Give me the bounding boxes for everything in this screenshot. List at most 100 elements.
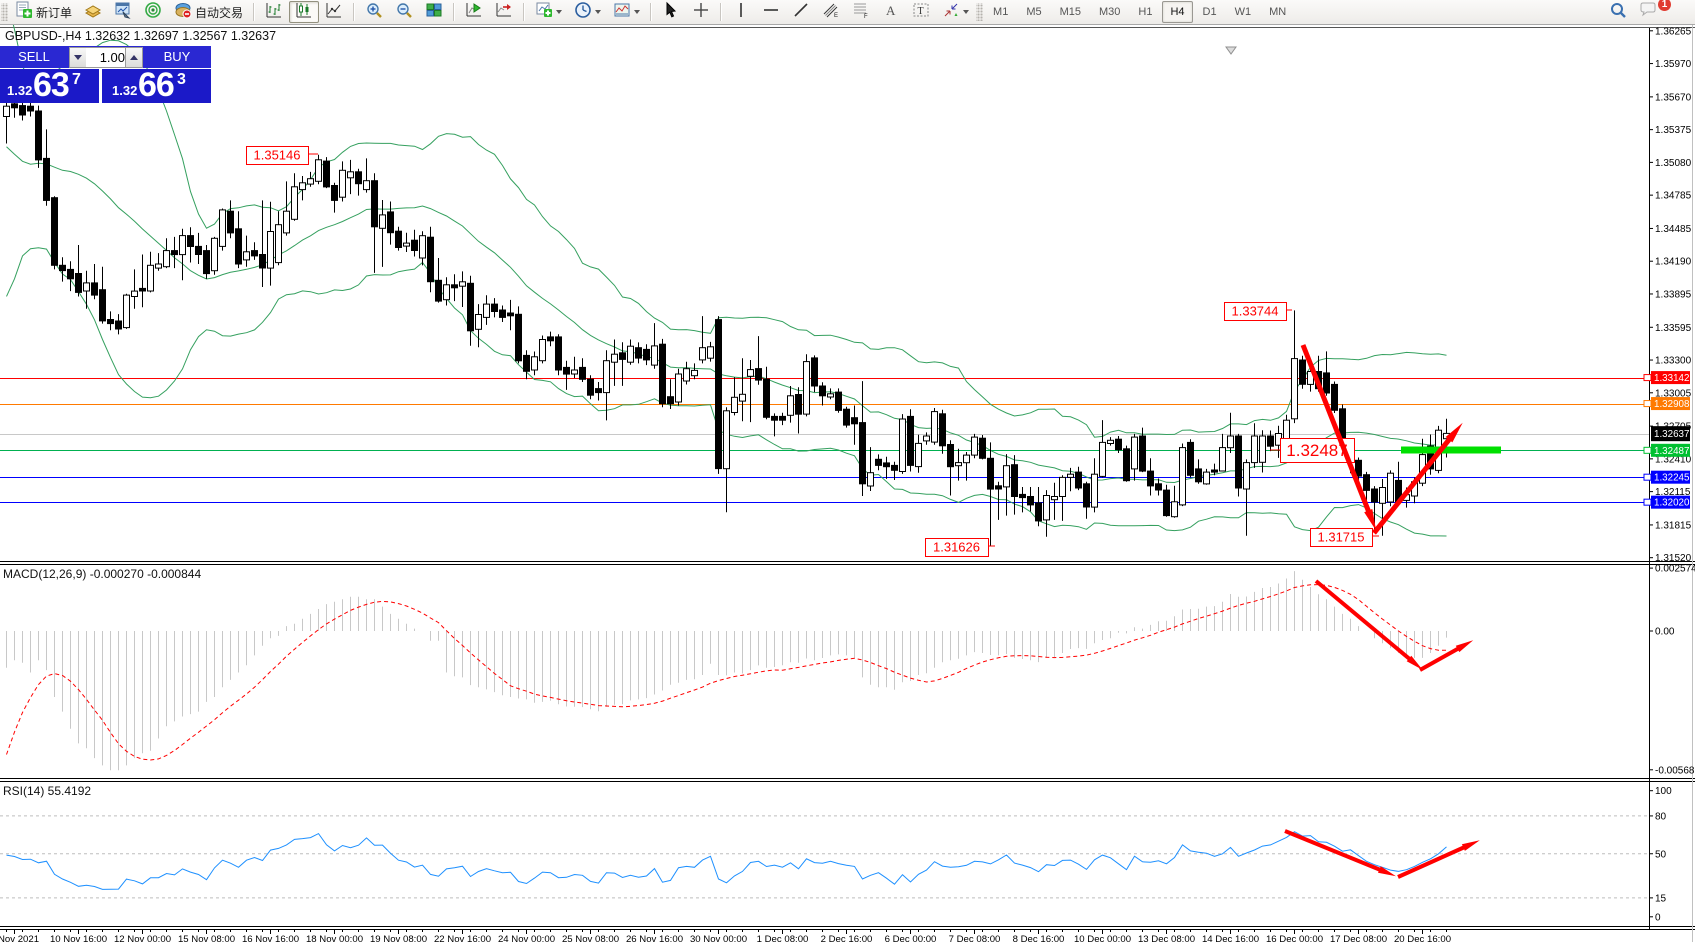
- sell-button[interactable]: SELL: [18, 49, 50, 64]
- timeframe-m30-button[interactable]: M30: [1099, 6, 1121, 18]
- auto-scroll-button[interactable]: [459, 1, 489, 23]
- chevron-down-icon[interactable]: [963, 10, 970, 14]
- candle: [1203, 468, 1210, 485]
- candle: [283, 181, 290, 236]
- arrows-tool-button[interactable]: [936, 1, 975, 23]
- macd-panel[interactable]: [6, 571, 1447, 771]
- candle: [1123, 445, 1130, 482]
- candle: [611, 339, 618, 386]
- templates-button[interactable]: [607, 1, 646, 23]
- price-label-1.31715[interactable]: 1.31715: [1310, 528, 1380, 547]
- price-label-1.33744[interactable]: 1.33744: [1224, 302, 1293, 321]
- toolbar-grip[interactable]: [1, 3, 8, 21]
- navigator-button[interactable]: [138, 1, 168, 23]
- trend-arrow-rsi[interactable]: [1284, 829, 1396, 877]
- market-watch-button[interactable]: [78, 1, 108, 23]
- candle: [91, 264, 98, 300]
- chart-shift-marker[interactable]: [1225, 46, 1237, 55]
- notification-badge: 1: [1658, 0, 1671, 11]
- candle: [1299, 355, 1306, 389]
- tile-windows-button[interactable]: [419, 1, 449, 23]
- x-axis-label: 22 Nov 16:00: [434, 934, 491, 942]
- trend-arrow-price[interactable]: [1300, 344, 1377, 531]
- y-axis-label: 1.35670: [1655, 92, 1692, 103]
- x-axis-label: 24 Nov 00:00: [498, 934, 555, 942]
- crosshair-button[interactable]: [686, 1, 716, 23]
- candle: [107, 311, 114, 331]
- timeframe-mn-button[interactable]: MN: [1269, 6, 1287, 18]
- data-window-button[interactable]: [108, 1, 138, 23]
- buy-price-display[interactable]: 1.32 66 3: [102, 66, 211, 104]
- price-label-1.31626[interactable]: 1.31626: [925, 538, 996, 557]
- candle: [755, 336, 762, 385]
- candle: [75, 245, 82, 297]
- text-button[interactable]: A: [876, 1, 906, 23]
- periods-button[interactable]: [568, 1, 607, 23]
- bollinger-upper-band[interactable]: [6, 0, 1447, 438]
- sell-price-display[interactable]: 1.32 63 7: [0, 66, 99, 104]
- trend-arrow-macd[interactable]: [1419, 640, 1474, 672]
- y-axis-label: 1.34190: [1655, 257, 1692, 268]
- price-label-text: 1.31715: [1318, 530, 1365, 545]
- fibonacci-button[interactable]: F: [846, 1, 876, 23]
- text-label-button[interactable]: T: [906, 1, 936, 23]
- toolbar-grip-timeframes[interactable]: [976, 3, 984, 21]
- volume-input[interactable]: 1.00: [86, 47, 128, 68]
- candle: [1363, 471, 1370, 502]
- candle: [883, 456, 890, 479]
- timeframe-h4-button[interactable]: H4: [1162, 1, 1193, 23]
- candle: [1011, 455, 1018, 515]
- trend-arrow-price[interactable]: [1372, 422, 1463, 535]
- rsi-panel[interactable]: [0, 815, 1649, 899]
- candle: [1235, 433, 1242, 497]
- buy-price-small: 1.32: [112, 83, 138, 98]
- candle: [803, 354, 810, 417]
- bar-chart-button[interactable]: [259, 1, 289, 23]
- timeframe-m1-button[interactable]: M1: [993, 6, 1009, 18]
- price-label-1.35146[interactable]: 1.35146: [246, 146, 319, 165]
- chart-shift-button[interactable]: [489, 1, 519, 23]
- timeframe-h1-button[interactable]: H1: [1138, 6, 1153, 18]
- price-axis[interactable]: 1.36265 1.35970 1.35670 1.35375 1.35080 1.347…: [1643, 26, 1695, 923]
- y-axis-label: 1.33895: [1655, 289, 1692, 300]
- time-axis[interactable]: 9 Nov 2021 10 Nov 16:00 12 Nov 00:00 15 Nov…: [0, 930, 1451, 942]
- chevron-down-icon[interactable]: [634, 10, 641, 14]
- trend-arrow-macd[interactable]: [1314, 579, 1423, 670]
- indicators-button[interactable]: [529, 1, 568, 23]
- new-order-button[interactable]: 新订单: [9, 1, 78, 23]
- autotrading-icon: [174, 1, 192, 24]
- vertical-line-button[interactable]: [726, 1, 756, 23]
- candle: [491, 298, 498, 318]
- equidistant-channel-button[interactable]: E: [816, 1, 846, 23]
- cursor-button[interactable]: [656, 1, 686, 23]
- trend-arrow-rsi[interactable]: [1397, 840, 1480, 879]
- candle: [1331, 381, 1338, 413]
- candle: [891, 461, 898, 480]
- indicators-icon: [535, 1, 553, 24]
- search-button[interactable]: [1603, 1, 1633, 23]
- candlestick-chart-button[interactable]: [289, 1, 320, 23]
- timeframe-d1-button[interactable]: D1: [1202, 6, 1217, 18]
- zoom-in-button[interactable]: [359, 1, 389, 23]
- zoom-out-button[interactable]: [389, 1, 419, 23]
- trendline-button[interactable]: [786, 1, 816, 23]
- volume-decrease-button[interactable]: [69, 47, 87, 68]
- timeframe-w1-button[interactable]: W1: [1234, 6, 1252, 18]
- volume-increase-button[interactable]: [125, 47, 143, 68]
- search-icon: [1609, 1, 1627, 24]
- autotrading-button[interactable]: 自动交易: [168, 1, 249, 23]
- candle: [1291, 310, 1298, 424]
- timeframe-m15-button[interactable]: M15: [1059, 6, 1081, 18]
- notifications-button[interactable]: 1: [1633, 0, 1671, 23]
- chevron-down-icon[interactable]: [556, 10, 563, 14]
- x-axis-label: 26 Nov 16:00: [626, 934, 683, 942]
- x-axis-label: 17 Dec 08:00: [1330, 934, 1387, 942]
- axis-marker-1.32020: 1.32020: [1643, 495, 1690, 509]
- green-highlight-bar[interactable]: [1401, 446, 1501, 454]
- line-chart-button[interactable]: [319, 1, 349, 23]
- buy-button[interactable]: BUY: [163, 49, 191, 64]
- chevron-down-icon[interactable]: [595, 10, 602, 14]
- timeframe-m5-button[interactable]: M5: [1026, 6, 1042, 18]
- horizontal-line-button[interactable]: [756, 1, 786, 23]
